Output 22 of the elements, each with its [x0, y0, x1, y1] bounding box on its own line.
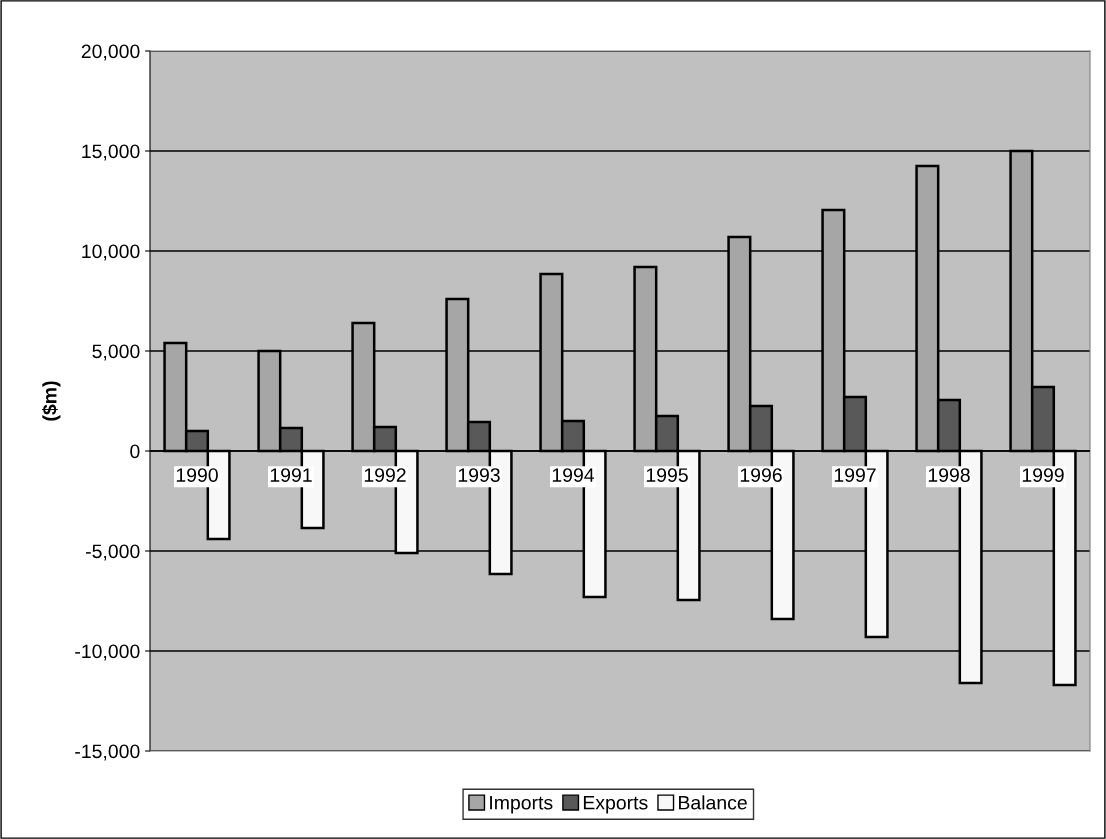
x-tick-label: 1994	[552, 468, 595, 482]
x-tick-label: 1993	[458, 468, 500, 482]
x-tick-label: 1998	[928, 468, 970, 482]
x-tick-label: 1996	[740, 468, 782, 482]
legend-label: Exports	[583, 795, 648, 814]
x-tick-label: 1992	[364, 468, 406, 482]
x-tick-label: 1999	[1022, 468, 1064, 482]
y-tick-label: 15,000	[82, 144, 140, 161]
legend-label: Balance	[679, 795, 747, 810]
x-tick-label: 1997	[834, 468, 876, 482]
y-tick-label: -5,000	[86, 544, 140, 561]
x-tick-label: 1995	[646, 468, 688, 482]
y-tick-label: 0	[130, 444, 140, 459]
y-tick-label: 20,000	[81, 44, 140, 61]
y-tick-label: -15,000	[75, 744, 140, 761]
x-tick-label: 1991	[270, 468, 312, 482]
x-tick-label: 1990	[176, 468, 218, 482]
y-tick-label: -10,000	[75, 644, 140, 661]
y-tick-label: 10,000	[82, 244, 140, 261]
y-tick-label: 5,000	[92, 344, 140, 361]
y-axis-title: ($m)	[41, 381, 61, 421]
legend-label: Imports	[490, 795, 553, 814]
